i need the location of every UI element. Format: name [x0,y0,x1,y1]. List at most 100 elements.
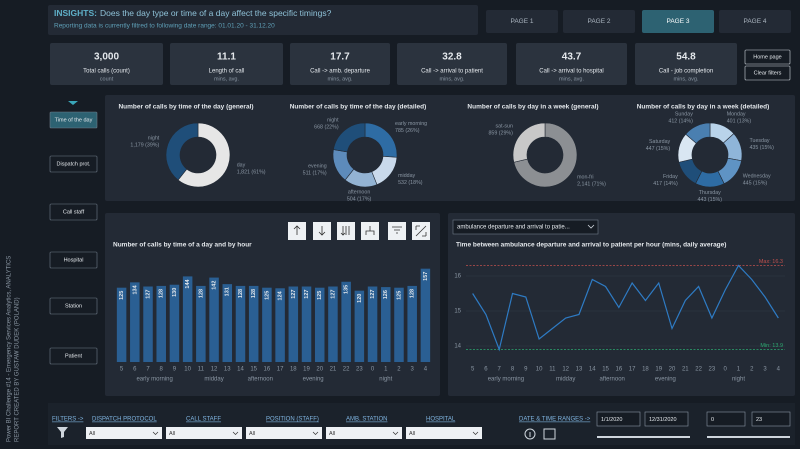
x-group-label: evening [303,377,324,383]
x-tick-label: 0 [371,367,375,373]
nav-button[interactable] [49,155,98,173]
button[interactable] [744,65,791,81]
header-question: Does the day type or time of a day affec… [100,8,332,18]
x-group-label: midday [556,377,575,383]
bar-label: 144 [185,278,191,288]
chevron [312,431,319,435]
tab[interactable] [642,10,714,33]
slice-name: Monday [727,111,746,117]
slice-name: sat-sun [496,123,513,129]
bar [301,286,312,362]
bar-label: 134 [132,284,138,294]
x-tick-label: 13 [224,367,231,373]
bar-label: 120 [357,294,363,303]
input-box[interactable] [644,411,689,427]
kpi-value: 54.8 [676,52,696,63]
chevron [392,431,399,435]
button[interactable] [744,49,791,65]
button-label: Clear filters [754,70,782,76]
slice-label: 785 (26%) [395,128,420,134]
bar [407,285,417,362]
bar-label: 125 [396,291,402,300]
filter-dropdown[interactable] [406,427,482,439]
donut-slice [512,122,546,163]
x-tick-label: 4 [424,367,428,373]
x-group-label: afternoon [248,377,273,383]
bar-label: 128 [198,289,204,298]
input-value: 1/1/2020 [601,417,622,423]
kpi-card [635,43,737,85]
x-tick-label: 7 [498,367,502,373]
nav-button[interactable] [49,203,98,221]
date-slider[interactable] [597,436,690,438]
x-group-label: afternoon [600,377,625,383]
slice-name: evening [308,163,327,169]
kpi-label: Call -> amb. departure [310,69,371,75]
filter-dropdown[interactable] [166,427,242,439]
kpi-label: Call - job completion [659,69,713,75]
x-group-label: night [379,377,392,383]
x-tick-label: 12 [562,367,569,373]
calendar-icon[interactable] [543,428,556,440]
tool-filter[interactable] [388,222,406,240]
chart-title: Number of calls by time of a day and by … [113,242,252,249]
slice-label: 435 (15%) [749,145,774,151]
x-group-label: night [732,377,745,383]
nav-button[interactable] [49,347,98,365]
bar [367,286,378,362]
chart-title: Number of calls by time of the day (gene… [118,104,253,111]
filter-label: DISPATCH PROTOCOL [92,417,157,423]
icon [415,225,427,237]
slice-label: 859 (29%) [488,130,513,136]
slice-name: Sunday [675,112,693,118]
slice-label: 668 (22%) [314,125,339,131]
hour-slider[interactable] [707,436,790,438]
nav-label: Station [65,303,82,309]
filter-dropdown[interactable] [86,427,162,439]
tab[interactable] [486,10,558,33]
side-text: Power BI Challenge #14 - Emergency Servi… [7,256,13,442]
input-value: 12/31/2020 [649,417,677,423]
input-box[interactable] [751,411,791,427]
bar-label: 128 [238,289,244,298]
bar-label: 127 [145,290,151,299]
bar-label: 128 [159,289,165,298]
bar [314,287,325,362]
tab-label: PAGE 1 [510,18,533,25]
nav-button[interactable] [49,251,98,269]
x-tick-label: 2 [750,367,754,373]
x-tick-label: 7 [146,367,150,373]
bar [354,290,365,362]
filter-value: All [249,431,255,437]
nav-button[interactable] [49,297,98,315]
info-icon[interactable] [524,428,536,440]
dropdown[interactable] [452,219,599,235]
x-tick-label: 15 [250,367,257,373]
x-tick-label: 15 [602,367,609,373]
tab[interactable] [563,10,635,33]
chevron [152,431,159,435]
input-box[interactable] [596,411,641,427]
kpi-label: Call -> arrival to hospital [539,69,604,75]
x-tick-label: 2 [397,367,401,373]
tab[interactable] [719,10,791,33]
bar-label: 130 [172,288,178,297]
bar-label: 135 [344,285,350,294]
bar [143,286,153,362]
kpi-card [397,43,507,85]
dropdown-label: ambulance departure and arrival to patie… [457,225,570,231]
input-box[interactable] [706,411,746,427]
nav-marker [68,101,78,105]
x-tick-label: 23 [709,367,716,373]
filter-dropdown[interactable] [246,427,322,439]
icon [293,225,301,235]
nav-button[interactable] [49,111,98,129]
x-tick-label: 22 [343,367,350,373]
bar [130,282,140,362]
filter-value: All [89,431,95,437]
filter-dropdown[interactable] [326,427,402,439]
slice-label: 447 (15%) [646,146,671,152]
reference-label: Max: 16.3 [759,259,783,265]
input-value: 23 [756,417,762,423]
x-tick-label: 14 [237,367,244,373]
